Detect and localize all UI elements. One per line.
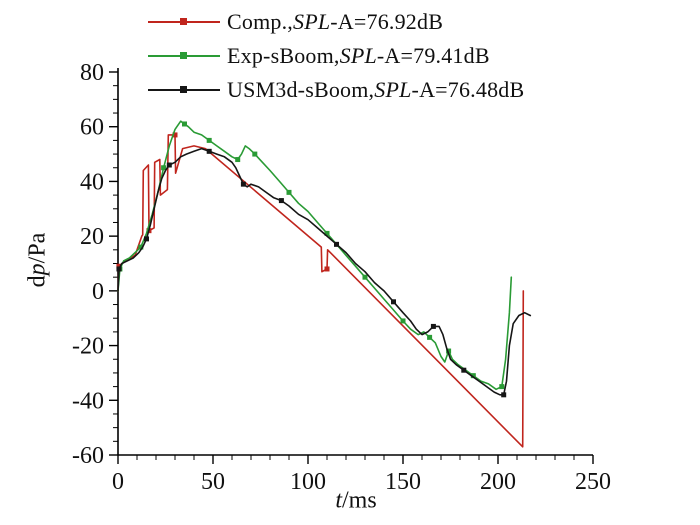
series-marker-1 <box>499 384 505 390</box>
x-tick-label: 150 <box>385 469 421 495</box>
series-marker-2 <box>461 367 467 373</box>
legend-label-text: -A=76.92dB <box>330 9 444 34</box>
legend-label-italic: SPL <box>293 9 331 34</box>
x-tick-label: 200 <box>480 469 516 495</box>
series-marker-2 <box>430 323 436 329</box>
x-tick-label: 100 <box>290 469 326 495</box>
legend-swatch <box>148 17 220 28</box>
series-line-0 <box>117 134 525 448</box>
series-marker-0 <box>172 132 178 138</box>
legend-label-text: Exp-sBoom, <box>227 43 340 68</box>
legend-label-italic: SPL <box>374 77 412 102</box>
x-axis-label-italic: t <box>335 487 342 514</box>
series-marker-1 <box>470 373 476 379</box>
legend-item-exp-sboom: Exp-sBoom,SPL-A=79.41dB <box>148 39 524 73</box>
legend-label: Comp.,SPL-A=76.92dB <box>227 9 443 35</box>
legend-label-text: -A=79.41dB <box>376 43 490 68</box>
legend-item-comp: Comp.,SPL-A=76.92dB <box>148 5 524 39</box>
series-marker-0 <box>116 263 122 269</box>
y-axis-label-italic: p <box>24 263 51 276</box>
y-tick-label: -60 <box>72 443 104 469</box>
series-marker-1 <box>362 274 368 280</box>
series-marker-2 <box>166 162 172 168</box>
legend-swatch <box>148 85 220 96</box>
series-marker-1 <box>427 334 433 340</box>
series-line-2 <box>117 147 532 396</box>
series-marker-1 <box>446 348 452 354</box>
series-marker-1 <box>400 318 406 324</box>
series-marker-2 <box>501 392 507 398</box>
y-tick-label: -20 <box>72 334 104 360</box>
y-tick-label: 20 <box>80 224 104 250</box>
legend-item-usm3d-sboom: USM3d-sBoom,SPL-A=76.48dB <box>148 73 524 107</box>
y-tick-label: -40 <box>72 388 104 414</box>
series-marker-2 <box>240 181 246 187</box>
legend-label-italic: SPL <box>339 43 377 68</box>
series-line-1 <box>117 120 513 391</box>
x-tick-label: 0 <box>112 469 124 495</box>
legend-swatch <box>148 51 220 62</box>
x-axis-label-text: /ms <box>341 487 377 514</box>
series-marker-2 <box>278 198 284 204</box>
y-axis-label: dp/Pa <box>25 233 52 288</box>
legend-square-marker-icon <box>180 86 187 93</box>
series-marker-1 <box>161 165 167 171</box>
series-marker-0 <box>324 266 330 272</box>
series-marker-2 <box>206 148 212 154</box>
y-tick-label: 40 <box>80 169 104 195</box>
series-marker-1 <box>182 121 187 127</box>
legend-label: Exp-sBoom,SPL-A=79.41dB <box>227 43 490 69</box>
legend-label-text: USM3d-sBoom, <box>227 77 375 102</box>
legend-label-text: -A=76.48dB <box>411 77 525 102</box>
series-marker-2 <box>144 236 149 242</box>
series-marker-1 <box>235 157 241 163</box>
y-tick-label: 0 <box>92 279 104 305</box>
series-marker-1 <box>286 189 292 195</box>
legend-label-text: Comp., <box>227 9 293 34</box>
series-marker-2 <box>334 241 339 247</box>
series-marker-1 <box>324 230 330 236</box>
series-marker-2 <box>391 299 396 305</box>
x-axis-label: t/ms <box>335 488 376 515</box>
series-marker-2 <box>116 266 122 272</box>
x-tick-label: 250 <box>575 469 611 495</box>
series-marker-1 <box>252 151 258 157</box>
series-marker-1 <box>206 137 212 143</box>
y-tick-label: 80 <box>80 60 104 86</box>
y-axis-label-text: /Pa <box>24 232 51 264</box>
y-axis-label-text: d <box>24 275 51 288</box>
series-marker-1 <box>138 244 144 250</box>
x-tick-label: 50 <box>201 469 225 495</box>
legend: Comp.,SPL-A=76.92dB Exp-sBoom,SPL-A=79.4… <box>148 5 524 107</box>
legend-square-marker-icon <box>180 52 187 59</box>
legend-square-marker-icon <box>180 18 187 25</box>
y-tick-label: 60 <box>80 115 104 141</box>
legend-label: USM3d-sBoom,SPL-A=76.48dB <box>227 77 524 103</box>
